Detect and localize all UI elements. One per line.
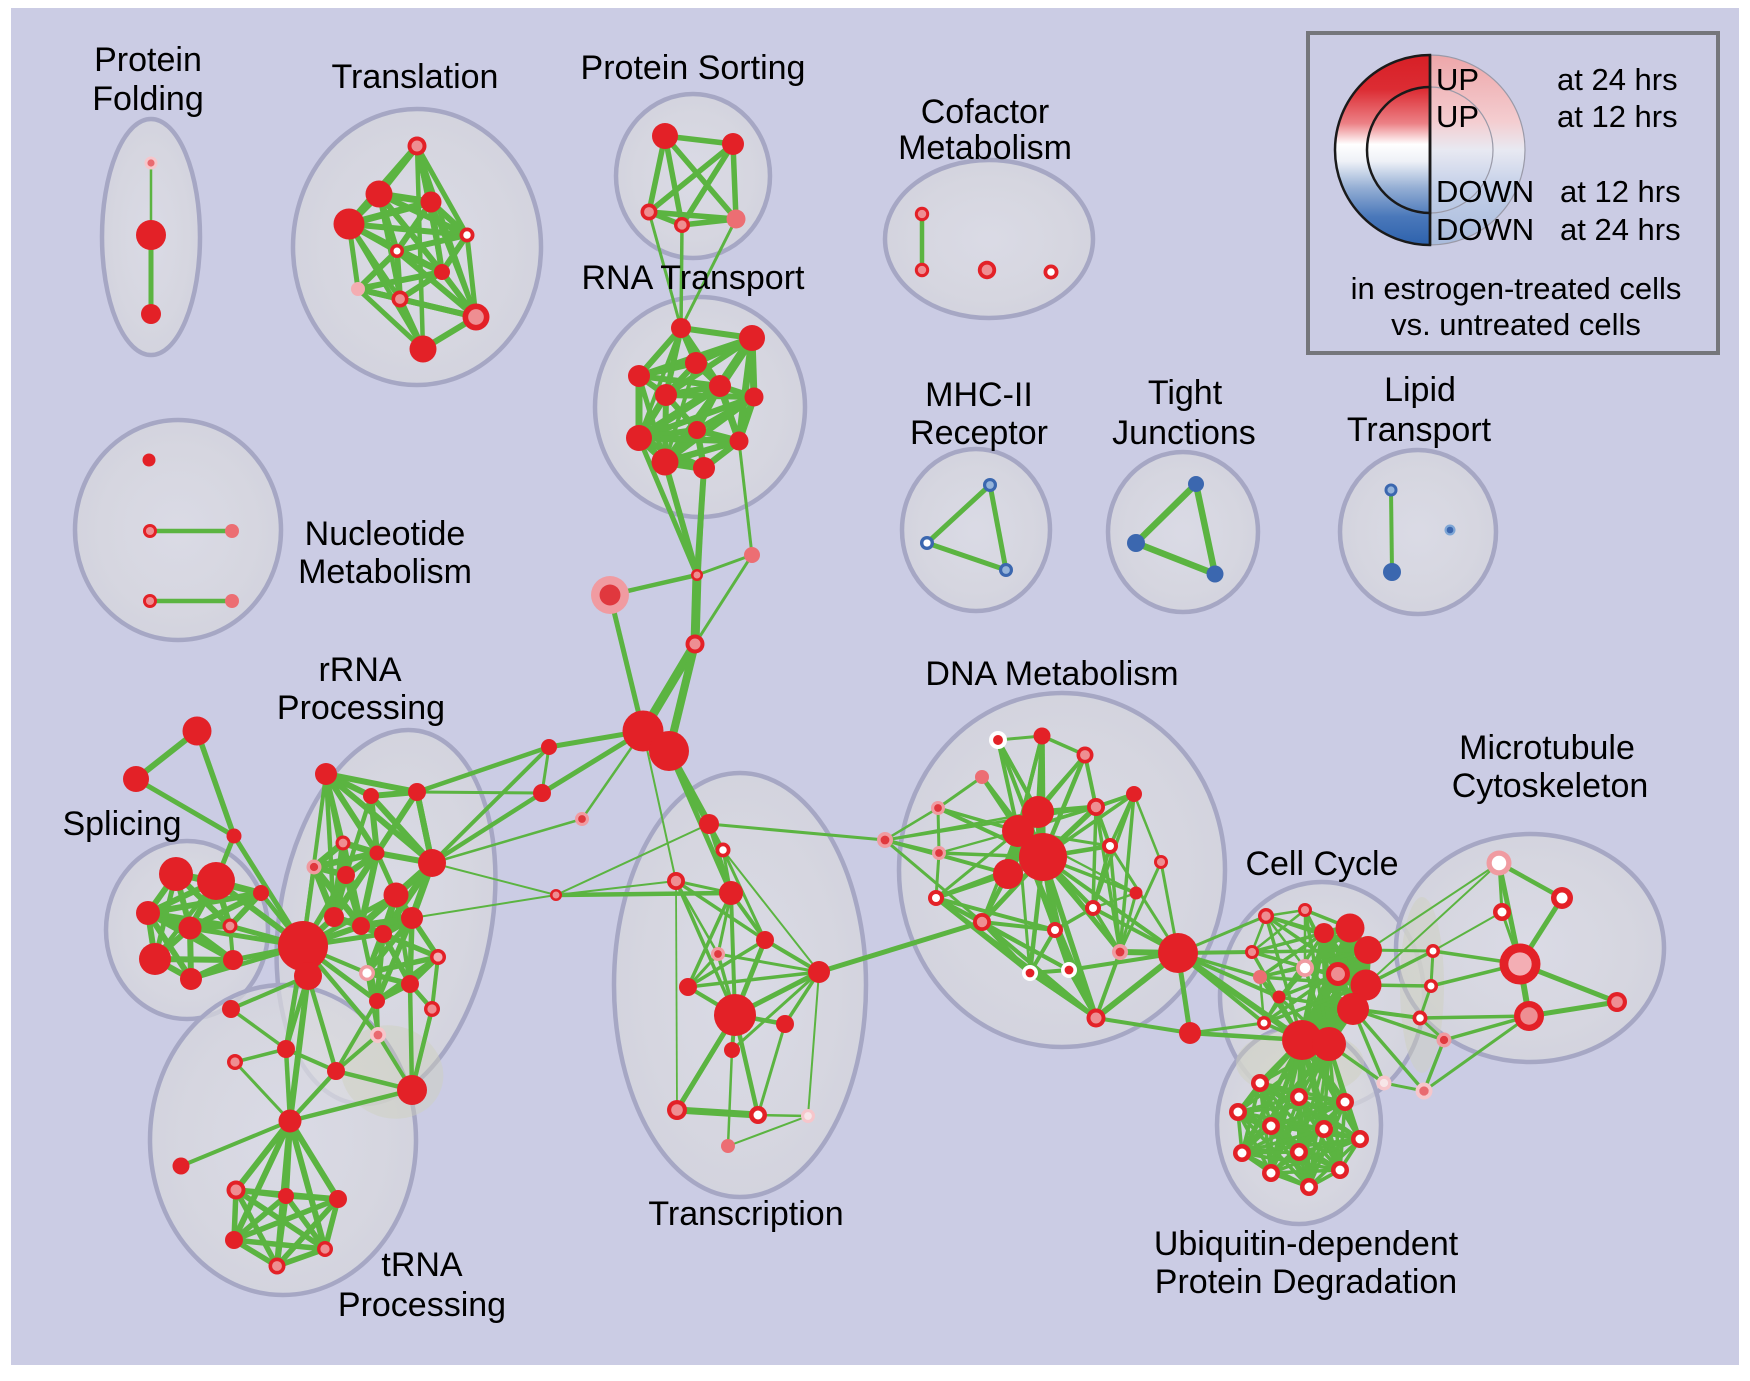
- svg-text:Nucleotide: Nucleotide: [305, 515, 466, 553]
- svg-text:Translation: Translation: [332, 58, 499, 96]
- svg-text:Protein Sorting: Protein Sorting: [581, 49, 806, 87]
- svg-text:Folding: Folding: [92, 80, 204, 118]
- svg-text:Metabolism: Metabolism: [298, 553, 472, 591]
- svg-text:Cofactor: Cofactor: [921, 93, 1050, 131]
- svg-text:tRNA: tRNA: [381, 1246, 463, 1284]
- svg-text:at 12 hrs: at 12 hrs: [1557, 99, 1678, 134]
- svg-text:Cytoskeleton: Cytoskeleton: [1452, 767, 1649, 805]
- svg-text:at 24 hrs: at 24 hrs: [1560, 212, 1681, 247]
- svg-text:Processing: Processing: [277, 689, 445, 727]
- svg-text:DNA Metabolism: DNA Metabolism: [925, 655, 1178, 693]
- svg-text:Tight: Tight: [1148, 374, 1223, 412]
- svg-text:Protein Degradation: Protein Degradation: [1155, 1263, 1457, 1301]
- svg-text:Cell Cycle: Cell Cycle: [1245, 845, 1398, 883]
- svg-text:Junctions: Junctions: [1112, 414, 1256, 452]
- svg-text:in estrogen-treated cells: in estrogen-treated cells: [1351, 271, 1682, 306]
- svg-text:RNA Transport: RNA Transport: [582, 259, 806, 297]
- svg-text:Lipid: Lipid: [1384, 371, 1456, 409]
- svg-text:Splicing: Splicing: [62, 805, 181, 843]
- svg-text:Protein: Protein: [94, 41, 202, 79]
- svg-text:Receptor: Receptor: [910, 414, 1048, 452]
- svg-text:Transport: Transport: [1347, 411, 1492, 449]
- svg-text:Metabolism: Metabolism: [898, 129, 1072, 167]
- svg-text:vs. untreated cells: vs. untreated cells: [1391, 307, 1641, 342]
- svg-text:at 24 hrs: at 24 hrs: [1557, 62, 1678, 97]
- svg-text:Processing: Processing: [338, 1286, 506, 1324]
- svg-text:UP: UP: [1436, 62, 1479, 97]
- svg-text:Transcription: Transcription: [648, 1195, 843, 1233]
- svg-text:Microtubule: Microtubule: [1459, 729, 1635, 767]
- svg-text:Ubiquitin-dependent: Ubiquitin-dependent: [1154, 1225, 1459, 1263]
- svg-text:DOWN: DOWN: [1436, 174, 1534, 209]
- svg-text:DOWN: DOWN: [1436, 212, 1534, 247]
- svg-text:at 12 hrs: at 12 hrs: [1560, 174, 1681, 209]
- svg-text:MHC-II: MHC-II: [925, 376, 1033, 414]
- svg-text:rRNA: rRNA: [318, 651, 401, 689]
- svg-text:UP: UP: [1436, 99, 1479, 134]
